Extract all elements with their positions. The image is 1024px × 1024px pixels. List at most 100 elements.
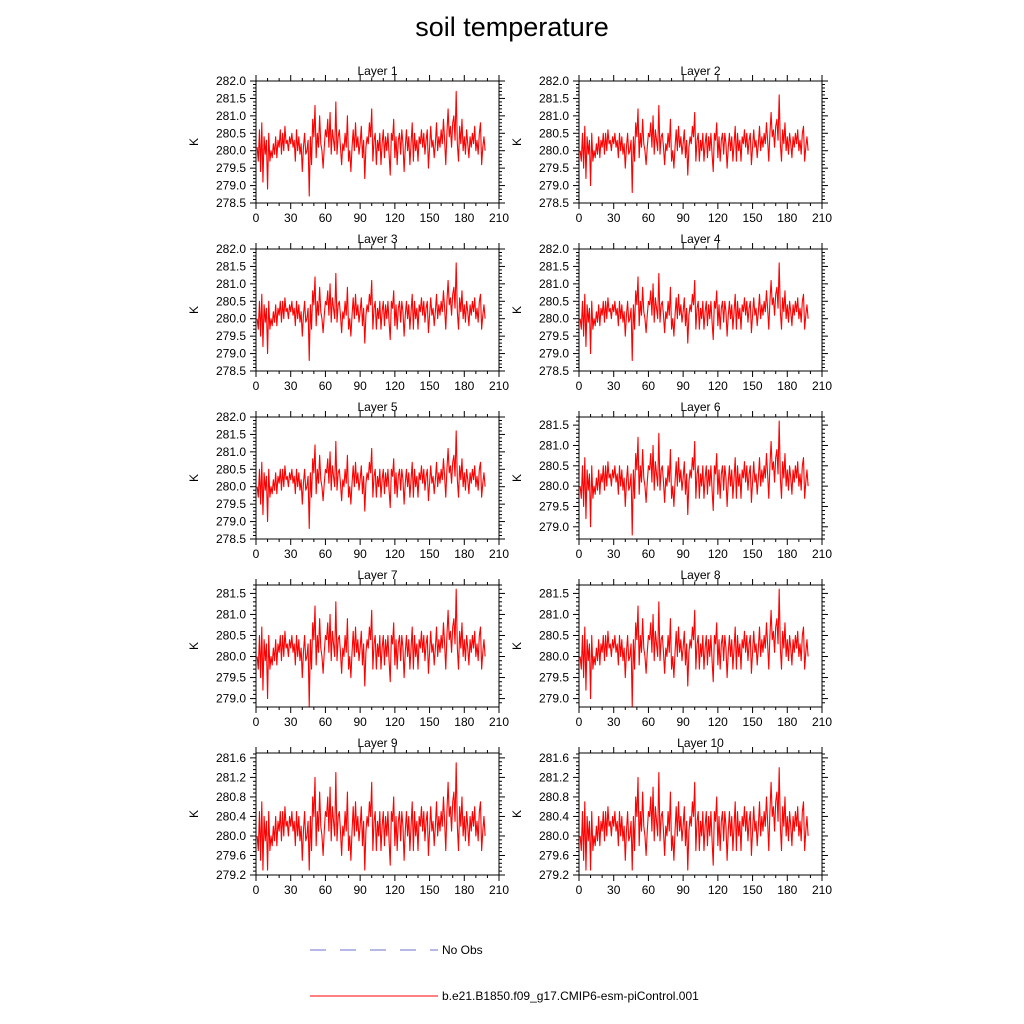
y-tick-label: 281.5	[216, 586, 246, 600]
x-tick-label: 90	[676, 547, 690, 561]
legend-item-obs: No Obs	[310, 938, 483, 962]
x-tick-label: 210	[812, 211, 832, 225]
x-tick-label: 150	[743, 211, 763, 225]
x-tick-label: 150	[420, 883, 440, 897]
x-tick-label: 150	[743, 547, 763, 561]
x-tick-label: 90	[353, 379, 367, 393]
y-tick-label: 280.5	[539, 628, 569, 642]
plot-frame	[578, 752, 823, 876]
y-tick-label: 280.5	[216, 628, 246, 642]
y-tick-label: 279.0	[216, 515, 246, 529]
panel-title: Layer 2	[680, 64, 720, 78]
chart-panel-10: Layer 10 0 30 60 90 120 150 180 210 279.2 279.6 280…	[510, 736, 832, 897]
panel-title: Layer 5	[357, 400, 397, 414]
y-tick-label: 281.0	[216, 445, 246, 459]
y-tick-label: 281.6	[539, 751, 569, 765]
y-tick-label: 279.0	[539, 347, 569, 361]
x-tick-label: 120	[708, 547, 728, 561]
y-tick-label: 279.5	[539, 671, 569, 685]
y-tick-label: 279.2	[539, 868, 569, 882]
series-line	[256, 762, 486, 871]
y-tick-label: 281.0	[539, 607, 569, 621]
y-axis-label: K	[187, 474, 201, 482]
y-tick-label: 281.0	[539, 438, 569, 452]
y-tick-label: 281.2	[216, 770, 246, 784]
series-line	[256, 430, 486, 530]
y-tick-label: 281.6	[216, 751, 246, 765]
x-tick-label: 120	[385, 715, 405, 729]
x-tick-label: 120	[708, 715, 728, 729]
x-tick-label: 180	[454, 379, 474, 393]
x-tick-label: 180	[777, 883, 797, 897]
y-tick-label: 281.5	[539, 586, 569, 600]
y-tick-label: 278.5	[539, 196, 569, 210]
x-tick-label: 90	[353, 883, 367, 897]
y-tick-label: 282.0	[216, 410, 246, 424]
x-tick-label: 120	[385, 883, 405, 897]
y-tick-label: 280.5	[539, 126, 569, 140]
x-tick-label: 30	[284, 211, 298, 225]
x-tick-label: 0	[253, 211, 260, 225]
y-tick-label: 280.0	[216, 650, 246, 664]
plot-frame	[255, 80, 500, 204]
x-tick-label: 60	[642, 379, 656, 393]
series-line	[579, 588, 809, 708]
x-tick-label: 180	[454, 547, 474, 561]
panel-title: Layer 9	[357, 736, 397, 750]
series-line	[256, 588, 486, 708]
plot-frame	[255, 584, 500, 708]
legend-swatch-obs	[310, 949, 438, 951]
x-tick-label: 0	[576, 211, 583, 225]
chart-panel-9: Layer 9 0 30 60 90 120 150 180 210 279.2 279.6 280.…	[187, 736, 509, 897]
y-tick-label: 281.0	[539, 109, 569, 123]
x-tick-label: 210	[489, 715, 509, 729]
x-tick-label: 30	[607, 211, 621, 225]
x-tick-label: 60	[642, 547, 656, 561]
x-tick-label: 150	[743, 715, 763, 729]
x-tick-label: 180	[777, 715, 797, 729]
chart-panel-5: Layer 5 0 30 60 90 120 150 180 210 278.5 279.0 279.…	[187, 400, 509, 561]
x-tick-label: 210	[489, 883, 509, 897]
x-tick-label: 150	[743, 883, 763, 897]
y-tick-label: 280.0	[216, 829, 246, 843]
y-tick-label: 279.5	[539, 329, 569, 343]
y-tick-label: 279.5	[216, 329, 246, 343]
x-tick-label: 30	[607, 379, 621, 393]
y-tick-label: 279.5	[216, 497, 246, 511]
y-tick-label: 280.4	[539, 809, 569, 823]
x-tick-label: 0	[576, 547, 583, 561]
panel-title: Layer 3	[357, 232, 397, 246]
y-axis-label: K	[510, 306, 524, 314]
y-tick-label: 278.5	[216, 364, 246, 378]
y-tick-label: 282.0	[216, 242, 246, 256]
y-tick-label: 280.5	[539, 294, 569, 308]
plot-frame	[578, 80, 823, 204]
chart-panel-4: Layer 4 0 30 60 90 120 150 180 210 278.5 279.0 279.…	[510, 232, 832, 393]
chart-panel-8: Layer 8 0 30 60 90 120 150 180 210 279.0 279.5 280.…	[510, 568, 832, 729]
y-tick-label: 281.5	[539, 418, 569, 432]
panel-title: Layer 10	[677, 736, 724, 750]
x-tick-label: 120	[708, 211, 728, 225]
y-tick-label: 280.0	[216, 480, 246, 494]
legend-label-model: b.e21.B1850.f09_g17.CMIP6-esm-piControl.…	[442, 989, 699, 1003]
y-axis-label: K	[187, 306, 201, 314]
y-tick-label: 282.0	[539, 74, 569, 88]
x-tick-label: 90	[676, 379, 690, 393]
y-tick-label: 278.5	[216, 196, 246, 210]
y-tick-label: 278.5	[539, 364, 569, 378]
x-tick-label: 0	[253, 715, 260, 729]
y-tick-label: 280.5	[539, 459, 569, 473]
y-tick-label: 278.5	[216, 532, 246, 546]
x-tick-label: 120	[385, 379, 405, 393]
x-tick-label: 0	[253, 379, 260, 393]
x-tick-label: 30	[284, 547, 298, 561]
x-tick-label: 0	[253, 883, 260, 897]
y-tick-label: 279.0	[539, 179, 569, 193]
x-tick-label: 210	[812, 715, 832, 729]
y-axis-label: K	[187, 810, 201, 818]
y-tick-label: 279.5	[216, 161, 246, 175]
series-line	[579, 94, 809, 194]
y-tick-label: 279.6	[216, 848, 246, 862]
chart-panel-2: Layer 2 0 30 60 90 120 150 180 210 278.5 279.0 279.…	[510, 64, 832, 225]
